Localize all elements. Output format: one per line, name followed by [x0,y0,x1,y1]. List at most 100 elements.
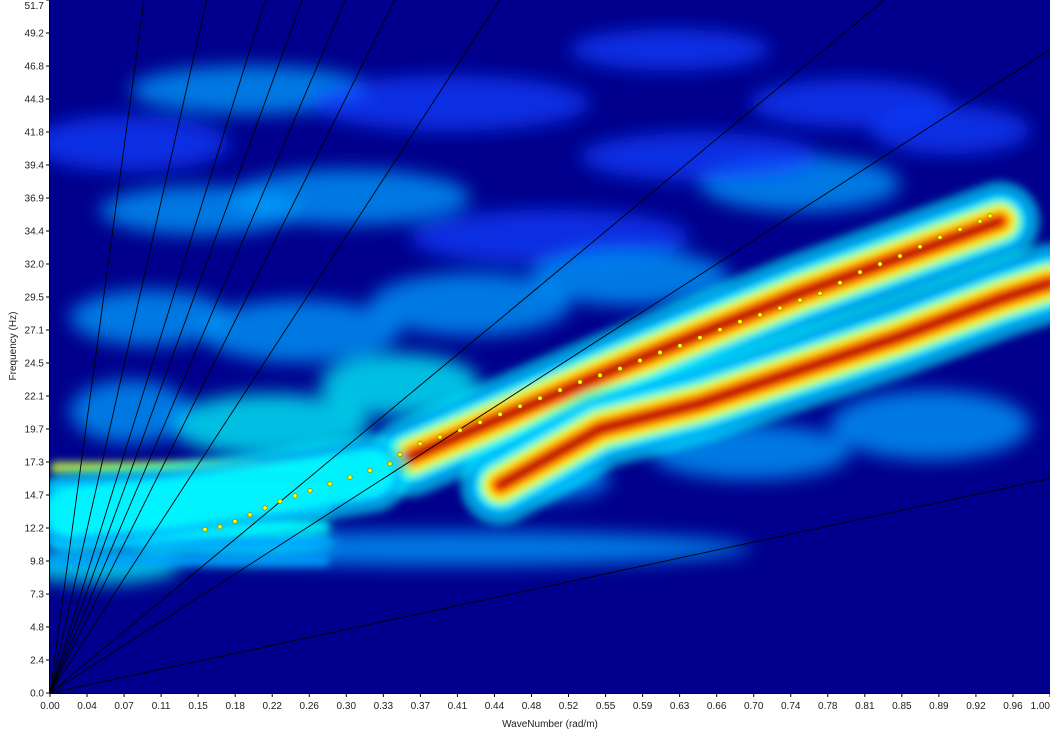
x-tick-label: 0.11 [152,701,171,712]
x-tick-label: 0.52 [559,701,579,712]
x-tick-label: 0.41 [448,701,468,712]
picked-point [778,306,782,310]
x-axis: 0.00 0.04 0.07 0.11 0.15 0.18 0.22 0.26 0.30 0.33… [40,693,1050,712]
y-tick-label: 24.5 [25,359,45,370]
x-tick-label: 0.74 [781,701,801,712]
y-tick-label: 22.1 [25,392,45,403]
y-tick-label: 34.4 [25,227,45,238]
x-tick-label: 0.26 [300,701,320,712]
x-tick-label: 0.00 [40,701,60,712]
y-tick-label: 9.8 [30,557,44,568]
picked-point [388,462,392,466]
x-tick-label: 0.59 [633,701,653,712]
picked-point [878,262,882,266]
x-tick-label: 1.00 [1031,701,1050,712]
x-tick-label: 0.37 [411,701,431,712]
picked-point [203,527,207,531]
x-tick-label: 0.07 [114,701,134,712]
x-axis-label: WaveNumber (rad/m) [502,719,598,730]
x-tick-label: 0.30 [337,701,357,712]
y-tick-label: 41.8 [25,128,45,139]
picked-point [328,482,332,486]
picked-point [988,214,992,218]
picked-point [368,468,372,472]
picked-point [248,513,252,517]
y-tick-label: 51.7 [25,1,45,12]
y-tick-label: 29.5 [25,293,45,304]
picked-point [618,366,622,370]
picked-point [498,412,502,416]
x-tick-label: 0.89 [929,701,949,712]
picked-point [308,488,312,492]
x-tick-label: 0.33 [374,701,394,712]
x-tick-label: 0.81 [855,701,875,712]
y-tick-label: 49.2 [25,29,45,40]
x-tick-label: 0.48 [522,701,542,712]
picked-point [818,291,822,295]
x-tick-label: 0.15 [188,701,208,712]
picked-point [698,336,702,340]
picked-point [838,281,842,285]
picked-point [938,235,942,239]
x-tick-label: 0.92 [966,701,986,712]
y-tick-label: 39.4 [25,161,45,172]
picked-point [348,475,352,479]
y-tick-label: 12.2 [25,524,45,535]
picked-point [598,373,602,377]
y-tick-label: 4.8 [30,623,44,634]
plot-area [20,0,1050,693]
ridge-low-k-banding [70,473,370,512]
picked-point [798,298,802,302]
picked-point [418,441,422,445]
x-tick-label: 0.22 [262,701,282,712]
picked-point [638,358,642,362]
picked-point [578,380,582,384]
picked-point [678,344,682,348]
y-axis-label: Frequency (Hz) [8,312,19,381]
x-tick-label: 0.44 [485,701,505,712]
picked-point [738,320,742,324]
picked-point [263,506,267,510]
x-tick-label: 0.70 [744,701,764,712]
y-tick-label: 46.8 [25,62,45,73]
picked-point [858,270,862,274]
y-tick-label: 44.3 [25,95,45,106]
y-tick-label: 27.1 [25,326,45,337]
y-tick-label: 19.7 [25,425,45,436]
y-tick-label: 14.7 [25,491,45,502]
x-tick-label: 0.63 [670,701,690,712]
picked-point [718,328,722,332]
y-tick-label: 2.4 [30,656,44,667]
x-tick-label: 0.18 [225,701,245,712]
x-tick-label: 0.78 [818,701,838,712]
y-tick-label: 32.0 [25,260,45,271]
x-tick-label: 0.04 [77,701,97,712]
y-tick-label: 36.9 [25,194,45,205]
picked-point [438,435,442,439]
y-tick-label: 17.3 [25,458,45,469]
picked-point [898,254,902,258]
picked-point [958,227,962,231]
y-tick-label: 0.0 [30,689,44,700]
picked-point [538,396,542,400]
picked-point [518,404,522,408]
x-tick-label: 0.66 [707,701,727,712]
picked-point [278,499,282,503]
y-axis: 0.0 2.4 4.8 7.3 9.8 12.2 14.7 17.3 19.7 22.1 24.5 2… [25,0,50,700]
x-tick-label: 0.55 [596,701,616,712]
x-tick-label: 0.85 [892,701,912,712]
picked-point [233,519,237,523]
picked-point [293,494,297,498]
picked-point [658,350,662,354]
picked-point [978,219,982,223]
picked-point [758,313,762,317]
picked-point [558,388,562,392]
x-tick-label: 0.96 [1003,701,1023,712]
picked-point [218,525,222,529]
picked-point [918,244,922,248]
picked-point [478,420,482,424]
y-tick-label: 7.3 [30,590,44,601]
picked-point [398,452,402,456]
picked-point [458,428,462,432]
